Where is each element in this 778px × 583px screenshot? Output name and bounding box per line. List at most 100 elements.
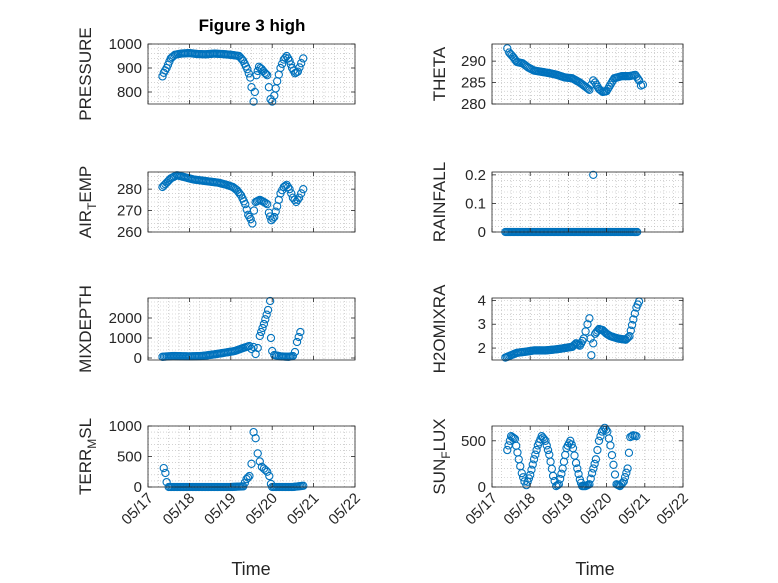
data-point — [247, 459, 256, 468]
y-tick-label: 0 — [478, 479, 486, 496]
data-point — [541, 436, 550, 445]
data-point — [271, 207, 280, 216]
series-points — [158, 48, 308, 106]
y-tick-label: 3 — [478, 316, 486, 333]
y-tick-label: 0.1 — [465, 195, 486, 212]
data-point — [259, 319, 269, 329]
y-axis-label: MIXDEPTH — [76, 285, 95, 373]
data-point — [566, 436, 575, 445]
y-tick-label: 800 — [117, 84, 142, 101]
data-point — [266, 333, 276, 343]
data-point — [249, 97, 258, 106]
subplot-air_temp: 260 270 280 AIRTEMP — [76, 166, 356, 241]
data-point — [261, 69, 271, 79]
data-point — [596, 85, 605, 95]
data-point — [283, 182, 293, 192]
y-tick-label: 500 — [461, 433, 486, 450]
data-point — [585, 85, 594, 95]
data-point — [586, 334, 595, 343]
data-point — [260, 68, 269, 77]
y-tick-label: 280 — [461, 96, 486, 113]
data-point — [607, 450, 617, 460]
y-axis-label: TERRMSL — [76, 418, 99, 495]
data-point — [627, 320, 637, 330]
data-point — [292, 197, 301, 207]
data-point — [629, 315, 638, 324]
grid — [147, 425, 356, 488]
series-points — [503, 423, 641, 491]
data-point — [250, 87, 259, 97]
data-point — [261, 198, 270, 208]
figure-title: Figure 3 high — [199, 16, 306, 35]
data-point — [592, 80, 601, 89]
data-point — [243, 65, 252, 74]
data-point — [253, 343, 262, 353]
data-point — [606, 80, 615, 89]
data-point — [630, 309, 640, 318]
data-point — [529, 455, 539, 464]
data-point — [265, 471, 274, 481]
axes-box — [491, 171, 684, 233]
axes-box — [147, 171, 356, 233]
data-point — [594, 436, 604, 445]
data-point — [609, 460, 618, 469]
data-point — [292, 337, 302, 347]
data-point — [244, 69, 253, 78]
data-point — [571, 458, 581, 468]
data-point — [586, 474, 595, 483]
data-point — [627, 432, 636, 441]
data-point — [299, 54, 308, 63]
data-point — [590, 78, 600, 87]
y-tick-label: 0 — [478, 224, 486, 241]
data-point — [159, 181, 169, 190]
data-point — [593, 445, 602, 455]
data-point — [276, 63, 285, 73]
data-point — [247, 344, 256, 354]
axes-box — [491, 425, 684, 488]
data-point — [287, 189, 296, 198]
data-point — [159, 463, 168, 473]
data-point — [293, 67, 303, 76]
data-point — [638, 80, 648, 89]
y-tick-label: 0 — [134, 479, 142, 496]
data-point — [585, 314, 594, 323]
data-point — [508, 432, 517, 442]
data-point — [294, 193, 304, 202]
data-point — [285, 184, 294, 194]
data-point — [268, 97, 277, 106]
y-axis-label: RAINFALL — [430, 162, 449, 242]
data-point — [633, 74, 642, 83]
data-point — [256, 63, 265, 73]
data-point — [569, 341, 578, 350]
data-point — [158, 182, 167, 192]
y-axis-label: PRESSURE — [76, 27, 95, 121]
data-point — [589, 170, 598, 180]
data-point — [161, 468, 170, 478]
grid — [491, 43, 684, 105]
y-tick-label: 260 — [117, 224, 142, 241]
data-point — [159, 68, 168, 77]
series-points — [158, 171, 308, 228]
data-point — [293, 195, 302, 205]
data-point — [297, 59, 306, 68]
data-point — [548, 471, 558, 481]
data-point — [246, 214, 255, 224]
data-point — [270, 212, 279, 222]
data-point — [245, 471, 254, 481]
data-point — [297, 189, 306, 198]
data-point — [237, 55, 246, 64]
data-point — [299, 481, 308, 490]
axes-box — [491, 297, 684, 361]
data-point — [290, 195, 299, 205]
data-point — [161, 179, 170, 189]
data-point — [590, 459, 599, 469]
data-point — [604, 82, 614, 92]
grid — [491, 298, 684, 360]
grid — [491, 172, 684, 233]
data-point — [622, 468, 631, 477]
data-point — [623, 464, 632, 473]
data-point — [606, 441, 615, 450]
data-point — [248, 219, 257, 228]
